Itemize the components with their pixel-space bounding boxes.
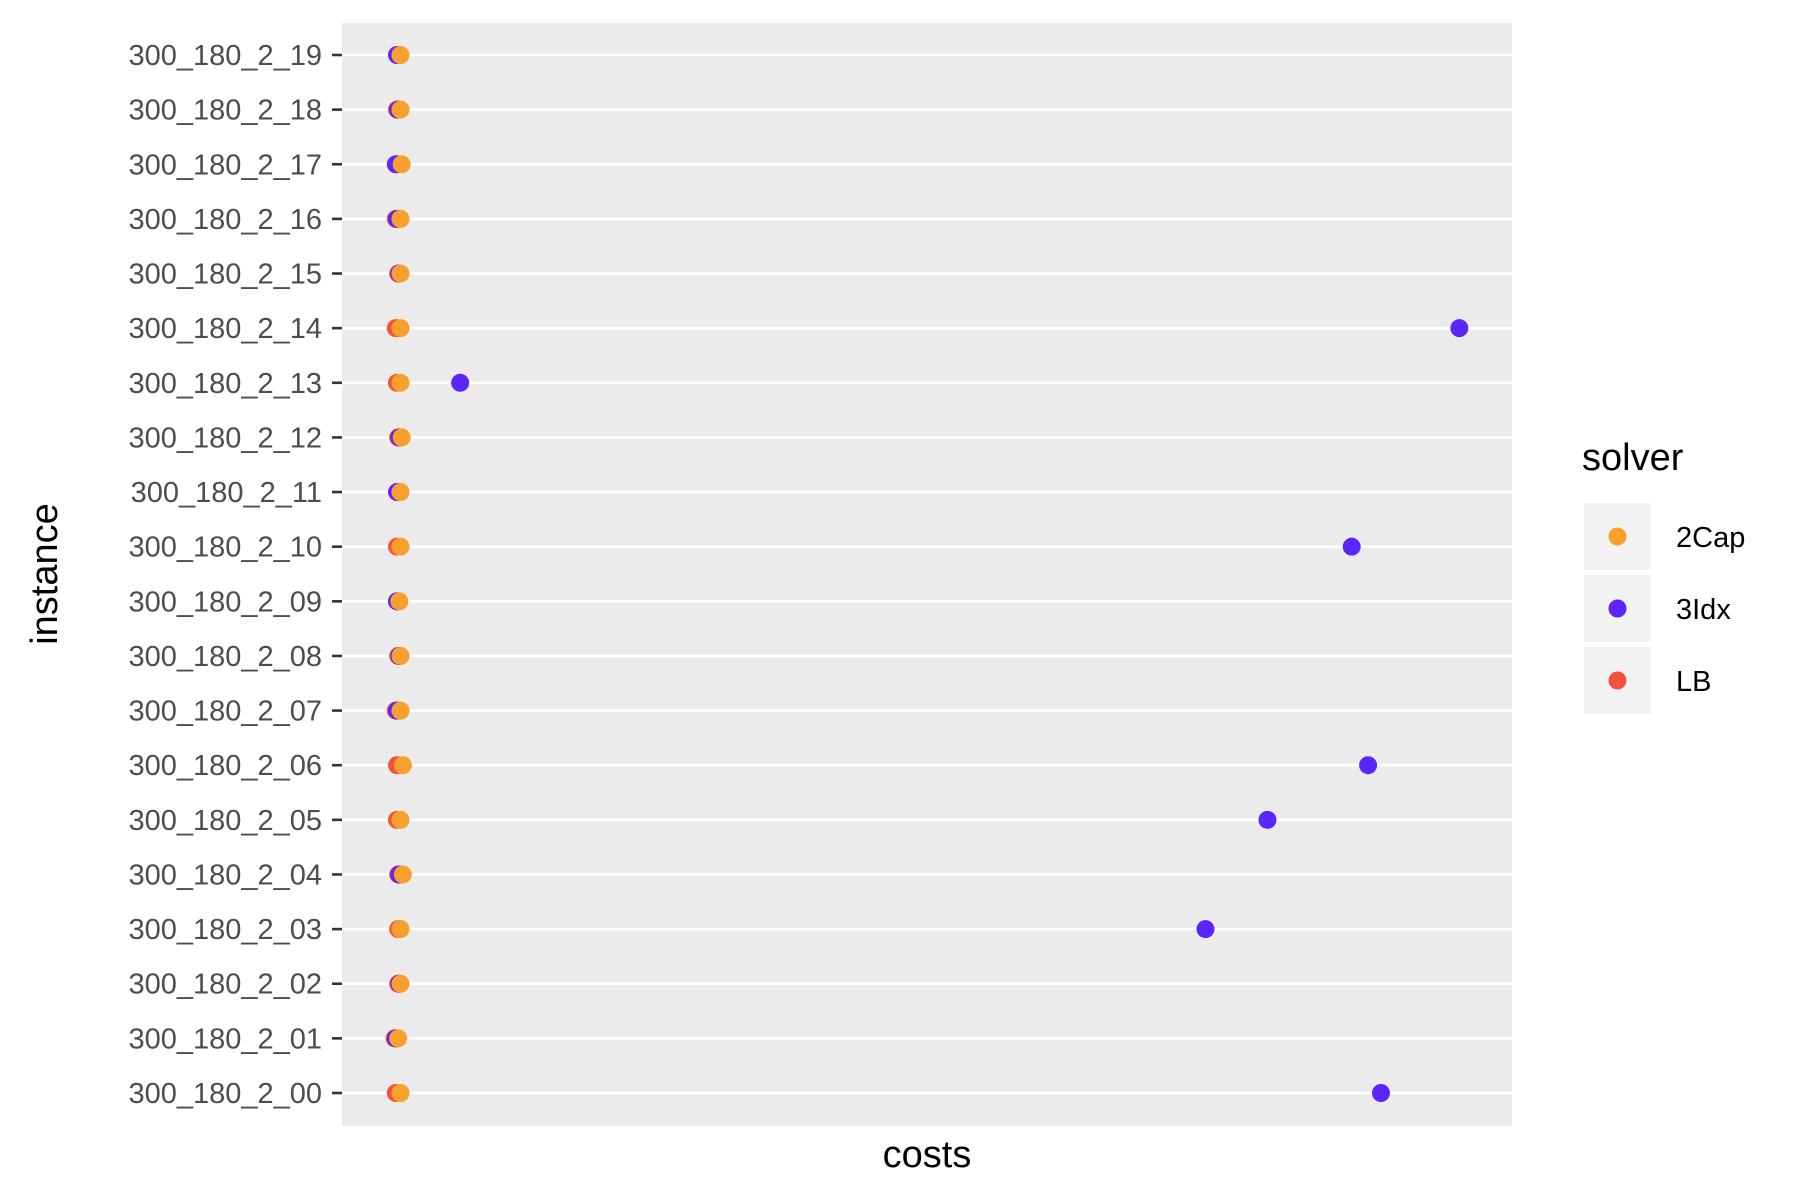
y-tick-label: 300_180_2_09 (128, 586, 322, 618)
grid-lines (342, 53, 1512, 1095)
legend-marker (1608, 671, 1627, 690)
point-2cap-300_180_2_09 (390, 592, 409, 611)
y-tick-label: 300_180_2_19 (128, 40, 322, 72)
y-tick-label: 300_180_2_15 (128, 259, 322, 291)
point-2cap-300_180_2_13 (391, 373, 410, 392)
point-2cap-300_180_2_07 (391, 701, 410, 720)
legend-label: 3Idx (1676, 594, 1731, 626)
point-2cap-300_180_2_03 (391, 920, 410, 939)
legend-item-lb: LB (1584, 647, 1711, 714)
y-axis-title: instance (24, 503, 66, 645)
point-2cap-300_180_2_17 (392, 155, 411, 174)
y-tick-label: 300_180_2_00 (128, 1078, 322, 1110)
y-tick-label: 300_180_2_12 (128, 422, 322, 454)
legend-label: 2Cap (1676, 522, 1745, 554)
point-2cap-300_180_2_02 (391, 974, 410, 993)
point-2cap-300_180_2_05 (391, 810, 410, 829)
point-2cap-300_180_2_06 (393, 756, 412, 775)
legend-label: LB (1676, 666, 1711, 698)
legend-item-3idx: 3Idx (1584, 575, 1731, 642)
legend-title: solver (1582, 437, 1684, 479)
point-2cap-300_180_2_08 (391, 646, 410, 665)
legend-item-2cap: 2Cap (1584, 503, 1745, 570)
point-3idx-300_180_2_06 (1359, 756, 1378, 775)
point-2cap-300_180_2_16 (391, 209, 410, 228)
legend-marker (1608, 527, 1627, 546)
y-tick-label: 300_180_2_03 (128, 914, 322, 946)
point-2cap-300_180_2_04 (393, 865, 412, 884)
point-2cap-300_180_2_12 (392, 428, 411, 447)
y-tick-label: 300_180_2_17 (128, 149, 322, 181)
point-2cap-300_180_2_19 (391, 46, 410, 64)
legend-marker (1608, 599, 1627, 618)
y-tick-label: 300_180_2_02 (128, 969, 322, 1001)
data-points (385, 46, 1469, 1102)
point-3idx-300_180_2_00 (1371, 1084, 1390, 1102)
y-axis: 300_180_2_00 300_180_2_01 300_180_2_02 300_… (128, 40, 342, 1110)
y-tick-label: 300_180_2_05 (128, 805, 322, 837)
legend: solver 2Cap 3Idx LB (1582, 437, 1745, 714)
x-axis-title: costs (883, 1134, 972, 1176)
plot-panel (342, 23, 1512, 1126)
point-2cap-300_180_2_15 (391, 264, 410, 283)
y-tick-label: 300_180_2_08 (128, 641, 322, 673)
y-tick-label: 300_180_2_04 (128, 859, 322, 891)
point-3idx-300_180_2_05 (1258, 810, 1277, 829)
point-3idx-300_180_2_13 (451, 373, 470, 392)
y-tick-label: 300_180_2_06 (128, 750, 322, 782)
point-2cap-300_180_2_14 (391, 319, 410, 338)
y-tick-label: 300_180_2_11 (131, 477, 322, 509)
point-2cap-300_180_2_11 (391, 483, 410, 502)
y-tick-label: 300_180_2_18 (128, 95, 322, 127)
point-2cap-300_180_2_18 (391, 100, 410, 119)
point-2cap-300_180_2_01 (389, 1029, 408, 1048)
y-tick-label: 300_180_2_13 (128, 368, 322, 400)
y-tick-label: 300_180_2_14 (128, 313, 322, 345)
series-2cap (389, 46, 412, 1102)
point-3idx-300_180_2_10 (1342, 537, 1361, 556)
y-tick-label: 300_180_2_10 (128, 532, 322, 564)
point-3idx-300_180_2_03 (1196, 920, 1215, 939)
y-tick-label: 300_180_2_07 (128, 696, 322, 728)
y-tick-label: 300_180_2_01 (128, 1023, 322, 1055)
point-3idx-300_180_2_14 (1450, 319, 1469, 338)
point-2cap-300_180_2_00 (391, 1084, 410, 1102)
y-tick-label: 300_180_2_16 (128, 204, 322, 236)
point-2cap-300_180_2_10 (391, 537, 410, 556)
